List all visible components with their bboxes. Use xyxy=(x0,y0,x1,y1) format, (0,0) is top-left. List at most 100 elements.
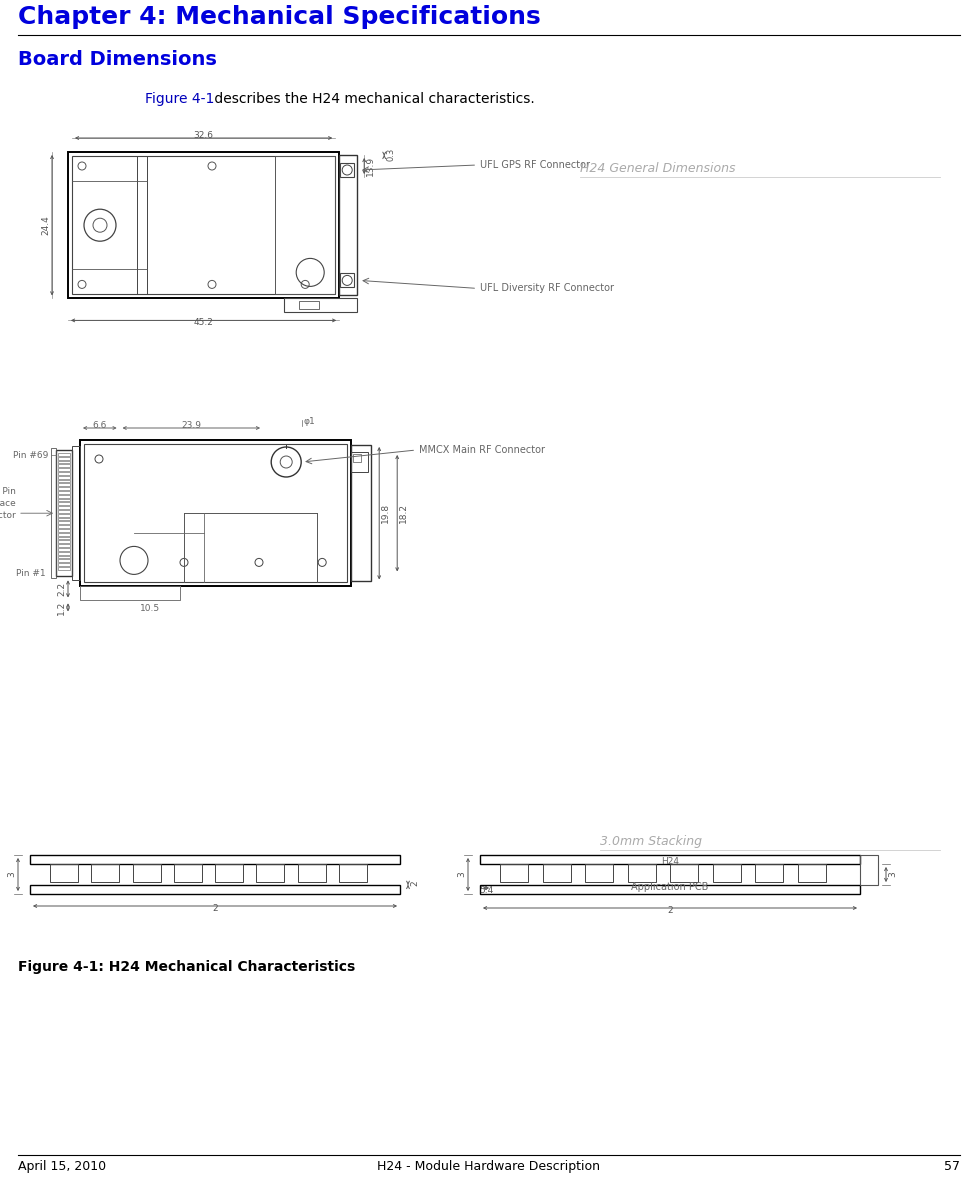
Bar xyxy=(58,548,70,551)
Bar xyxy=(299,302,319,309)
Bar xyxy=(712,864,741,882)
Text: 2: 2 xyxy=(667,906,673,915)
Bar xyxy=(51,448,56,578)
Bar xyxy=(58,491,70,494)
Text: Board Dimensions: Board Dimensions xyxy=(18,50,217,69)
Bar xyxy=(58,514,70,517)
Text: 6.6: 6.6 xyxy=(93,421,107,430)
Bar xyxy=(58,468,70,470)
Bar xyxy=(298,864,325,882)
Text: 45.2: 45.2 xyxy=(193,318,214,328)
Text: 2: 2 xyxy=(410,881,419,886)
Text: Pin #1: Pin #1 xyxy=(17,569,46,578)
Bar xyxy=(58,559,70,563)
Bar xyxy=(58,545,70,547)
Bar xyxy=(354,454,361,462)
Bar xyxy=(174,864,201,882)
Bar xyxy=(58,522,70,524)
Bar xyxy=(797,864,826,882)
Bar xyxy=(58,525,70,528)
Text: 3: 3 xyxy=(7,871,16,877)
Text: H24: H24 xyxy=(661,857,679,865)
Bar xyxy=(58,564,70,566)
Bar xyxy=(585,864,613,882)
Bar xyxy=(80,587,180,601)
Text: Figure 4-1: H24 Mechanical Characteristics: Figure 4-1: H24 Mechanical Characteristi… xyxy=(18,960,356,974)
Bar xyxy=(276,156,335,294)
Bar xyxy=(58,552,70,554)
Bar xyxy=(860,855,878,885)
Bar xyxy=(58,457,70,460)
Bar xyxy=(58,461,70,463)
Bar xyxy=(50,864,78,882)
Bar xyxy=(133,864,160,882)
Bar xyxy=(56,450,72,577)
Bar xyxy=(340,163,355,177)
Bar xyxy=(339,154,358,296)
Bar xyxy=(351,445,371,582)
Text: φ1: φ1 xyxy=(303,417,315,426)
Bar xyxy=(58,567,70,570)
Text: 2.2: 2.2 xyxy=(57,582,66,596)
Bar xyxy=(351,452,368,472)
Text: 5.4: 5.4 xyxy=(479,886,493,895)
Bar xyxy=(58,472,70,475)
Text: Application PCB: Application PCB xyxy=(631,882,708,892)
Text: 3: 3 xyxy=(457,871,466,877)
Bar xyxy=(480,885,860,894)
Text: 2: 2 xyxy=(212,904,218,913)
Bar xyxy=(58,540,70,543)
Bar xyxy=(58,536,70,540)
Text: 18.2: 18.2 xyxy=(400,503,408,523)
Bar xyxy=(58,533,70,535)
Bar xyxy=(58,506,70,509)
Text: UFL GPS RF Connector: UFL GPS RF Connector xyxy=(481,160,590,170)
Bar xyxy=(58,499,70,502)
Bar xyxy=(215,864,243,882)
Bar xyxy=(256,864,284,882)
Bar xyxy=(80,440,351,587)
Text: H24 - Module Hardware Description: H24 - Module Hardware Description xyxy=(377,1160,600,1173)
Bar xyxy=(58,452,70,456)
Text: describes the H24 mechanical characteristics.: describes the H24 mechanical characteris… xyxy=(210,92,534,107)
Text: Pin #69: Pin #69 xyxy=(13,450,48,460)
Bar xyxy=(542,864,571,882)
Text: 19.8: 19.8 xyxy=(381,503,390,523)
Text: Chapter 4: Mechanical Specifications: Chapter 4: Mechanical Specifications xyxy=(18,5,540,29)
Text: 24.4: 24.4 xyxy=(41,215,50,235)
Text: 3.0mm Stacking: 3.0mm Stacking xyxy=(600,836,702,847)
Bar xyxy=(58,517,70,521)
Bar xyxy=(627,864,656,882)
Text: 70 Pin
Interface
Connector: 70 Pin Interface Connector xyxy=(0,487,16,519)
Bar xyxy=(30,855,400,864)
Text: 3: 3 xyxy=(888,871,897,877)
Bar xyxy=(68,152,339,298)
Bar xyxy=(58,464,70,467)
Bar xyxy=(58,484,70,486)
Bar xyxy=(58,503,70,505)
Bar xyxy=(30,885,400,894)
Bar xyxy=(284,298,358,312)
Bar xyxy=(91,864,119,882)
Text: 57: 57 xyxy=(944,1160,960,1173)
Bar xyxy=(480,855,860,864)
Bar xyxy=(670,864,698,882)
Bar xyxy=(755,864,783,882)
Text: 0.3: 0.3 xyxy=(386,147,396,160)
Text: H24 General Dimensions: H24 General Dimensions xyxy=(580,162,736,175)
Bar xyxy=(339,864,366,882)
Bar xyxy=(58,494,70,498)
Text: Figure 4-1: Figure 4-1 xyxy=(145,92,214,107)
Bar xyxy=(58,480,70,482)
Text: 10.5: 10.5 xyxy=(140,604,160,613)
Text: 23.9: 23.9 xyxy=(182,421,201,430)
Bar xyxy=(84,444,347,583)
Text: MMCX Main RF Connector: MMCX Main RF Connector xyxy=(419,445,545,455)
Bar xyxy=(58,529,70,531)
Bar xyxy=(72,156,335,294)
Text: UFL Diversity RF Connector: UFL Diversity RF Connector xyxy=(481,284,615,293)
Bar xyxy=(340,273,355,287)
Bar xyxy=(58,487,70,490)
Text: April 15, 2010: April 15, 2010 xyxy=(18,1160,106,1173)
Bar xyxy=(58,475,70,479)
